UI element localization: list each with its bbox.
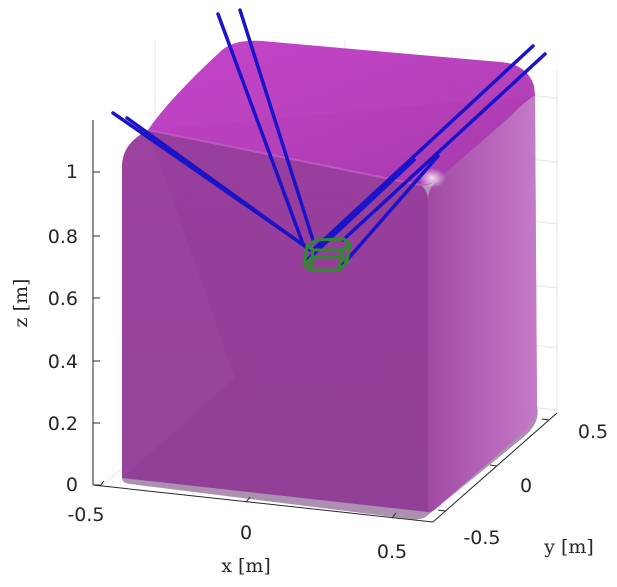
- y-axis-line: [432, 412, 558, 523]
- cable-line: [313, 44, 535, 250]
- y-tick-label: 0.5: [578, 421, 608, 443]
- z-tick-label: 0.2: [48, 413, 78, 435]
- y-tick-label: -0.5: [463, 527, 500, 549]
- x-axis-label: x [m]: [221, 555, 271, 577]
- cables: [111, 8, 547, 270]
- z-tick-label: 0.6: [48, 288, 78, 310]
- z-axis-label: z [m]: [10, 279, 32, 328]
- platform-edges: [302, 243, 352, 271]
- cable-line: [216, 12, 305, 246]
- axes: [92, 120, 558, 523]
- axis-ticks: [93, 171, 550, 519]
- y-axis-label: y [m]: [543, 536, 594, 558]
- workspace-surface: [122, 40, 538, 520]
- x-tick-label: 0: [240, 522, 252, 544]
- cable-line: [125, 116, 312, 252]
- x-tick: [99, 480, 105, 487]
- cable-line: [238, 8, 315, 242]
- z-tick-label: 0: [66, 474, 78, 496]
- cable-line: [338, 154, 440, 270]
- cable-line: [341, 52, 547, 242]
- cable-line: [303, 158, 416, 264]
- z-tick-labels: 0 0.2 0.4 0.6 0.8 1: [48, 161, 78, 496]
- x-tick: [245, 496, 251, 503]
- x-tick-label: -0.5: [67, 504, 104, 526]
- workspace-glare: [418, 168, 446, 188]
- x-axis-line: [92, 484, 434, 523]
- y-tick: [489, 464, 498, 467]
- y-tick-labels: -0.5 0 0.5: [463, 421, 608, 549]
- y-tick-label: 0: [520, 475, 532, 497]
- platform: [302, 237, 352, 272]
- workspace-front-wall: [122, 130, 428, 512]
- z-tick-label: 0.8: [48, 226, 78, 248]
- x-tick: [391, 512, 397, 519]
- z-tick-label: 0.4: [48, 351, 78, 373]
- workspace-right-wall: [428, 95, 537, 513]
- y-tick: [541, 418, 550, 421]
- y-tick: [437, 509, 446, 512]
- x-tick-labels: -0.5 0 0.5: [67, 504, 407, 563]
- z-tick-label: 1: [66, 161, 78, 183]
- x-tick-label: 0.5: [377, 541, 407, 563]
